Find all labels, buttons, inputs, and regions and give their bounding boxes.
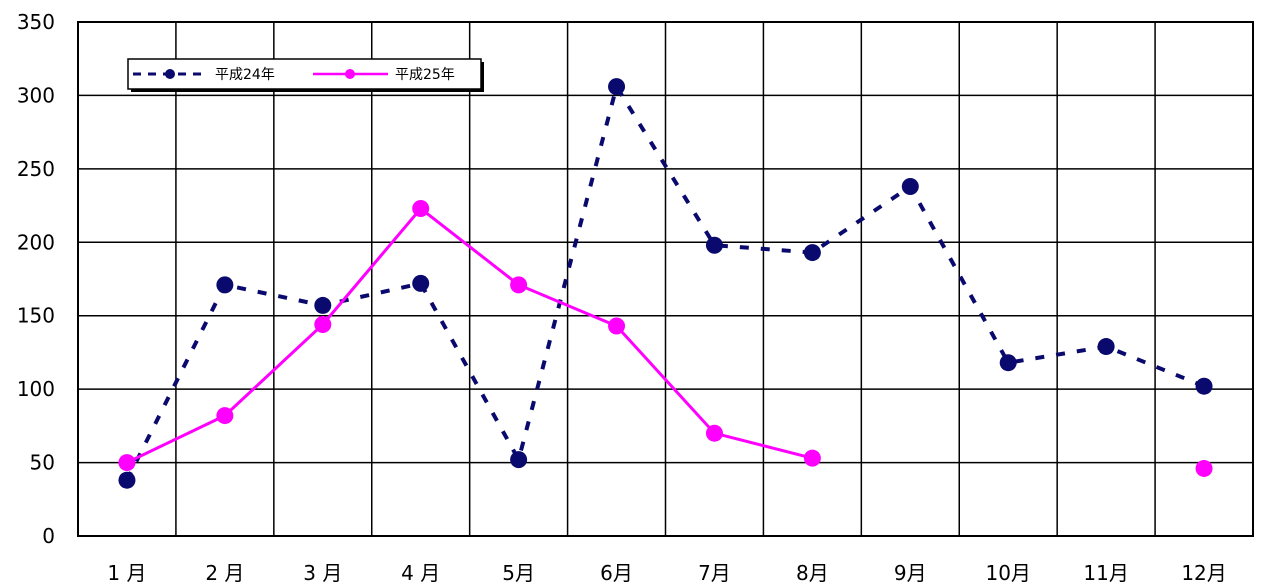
y-tick-label: 0 [42,524,55,548]
data-point [1195,377,1213,395]
legend-label-2: 平成25年 [395,67,455,83]
data-point [216,407,234,425]
x-tick-label: 3 月 [303,561,342,585]
data-point [608,78,626,96]
legend: 平成24年 平成25年 [127,58,484,92]
data-point [412,200,430,218]
data-point [705,424,723,442]
x-tick-label: 11月 [1083,561,1128,585]
x-tick-label: 4 月 [401,561,440,585]
data-point [510,276,528,294]
x-tick-label: 1 月 [107,561,146,585]
data-point [118,471,136,489]
x-axis-ticks: 1 月 2 月 3 月 4 月 5月 6月 7月 8月 9月 10月 11月 12月 [107,561,1226,585]
series-2 [118,200,1213,477]
data-point [314,316,332,334]
y-tick-label: 300 [17,83,55,107]
x-tick-label: 5月 [502,561,535,585]
grid [78,22,1253,536]
data-point [118,454,136,472]
data-point [510,451,528,469]
y-tick-label: 250 [17,157,55,181]
data-point [705,236,723,254]
data-point [803,244,821,262]
y-tick-label: 50 [30,451,55,475]
legend-box [127,58,482,90]
y-tick-label: 350 [17,10,55,34]
x-tick-label: 8月 [796,561,829,585]
data-point [412,274,430,292]
data-point [999,354,1017,372]
y-tick-label: 100 [17,377,55,401]
legend-marker-2 [345,69,355,79]
x-tick-label: 2 月 [205,561,244,585]
data-point [1097,338,1115,356]
series-1 [118,78,1213,489]
x-tick-label: 9月 [894,561,927,585]
x-tick-label: 7月 [698,561,731,585]
legend-label-1: 平成24年 [215,67,275,83]
data-point [608,317,626,335]
data-point [803,449,821,467]
data-point [901,177,919,195]
legend-marker-1 [165,69,175,79]
y-tick-label: 200 [17,230,55,254]
y-axis-ticks: 0 50 100 150 200 250 300 350 [17,10,55,548]
data-point [216,276,234,294]
x-tick-label: 6月 [600,561,633,585]
series-line [125,81,1205,482]
data-point [314,296,332,314]
data-point [1195,459,1213,477]
series-layer [118,78,1213,489]
x-tick-label: 10月 [985,561,1030,585]
series-line [126,206,813,464]
x-tick-label: 12月 [1181,561,1226,585]
y-tick-label: 150 [17,304,55,328]
